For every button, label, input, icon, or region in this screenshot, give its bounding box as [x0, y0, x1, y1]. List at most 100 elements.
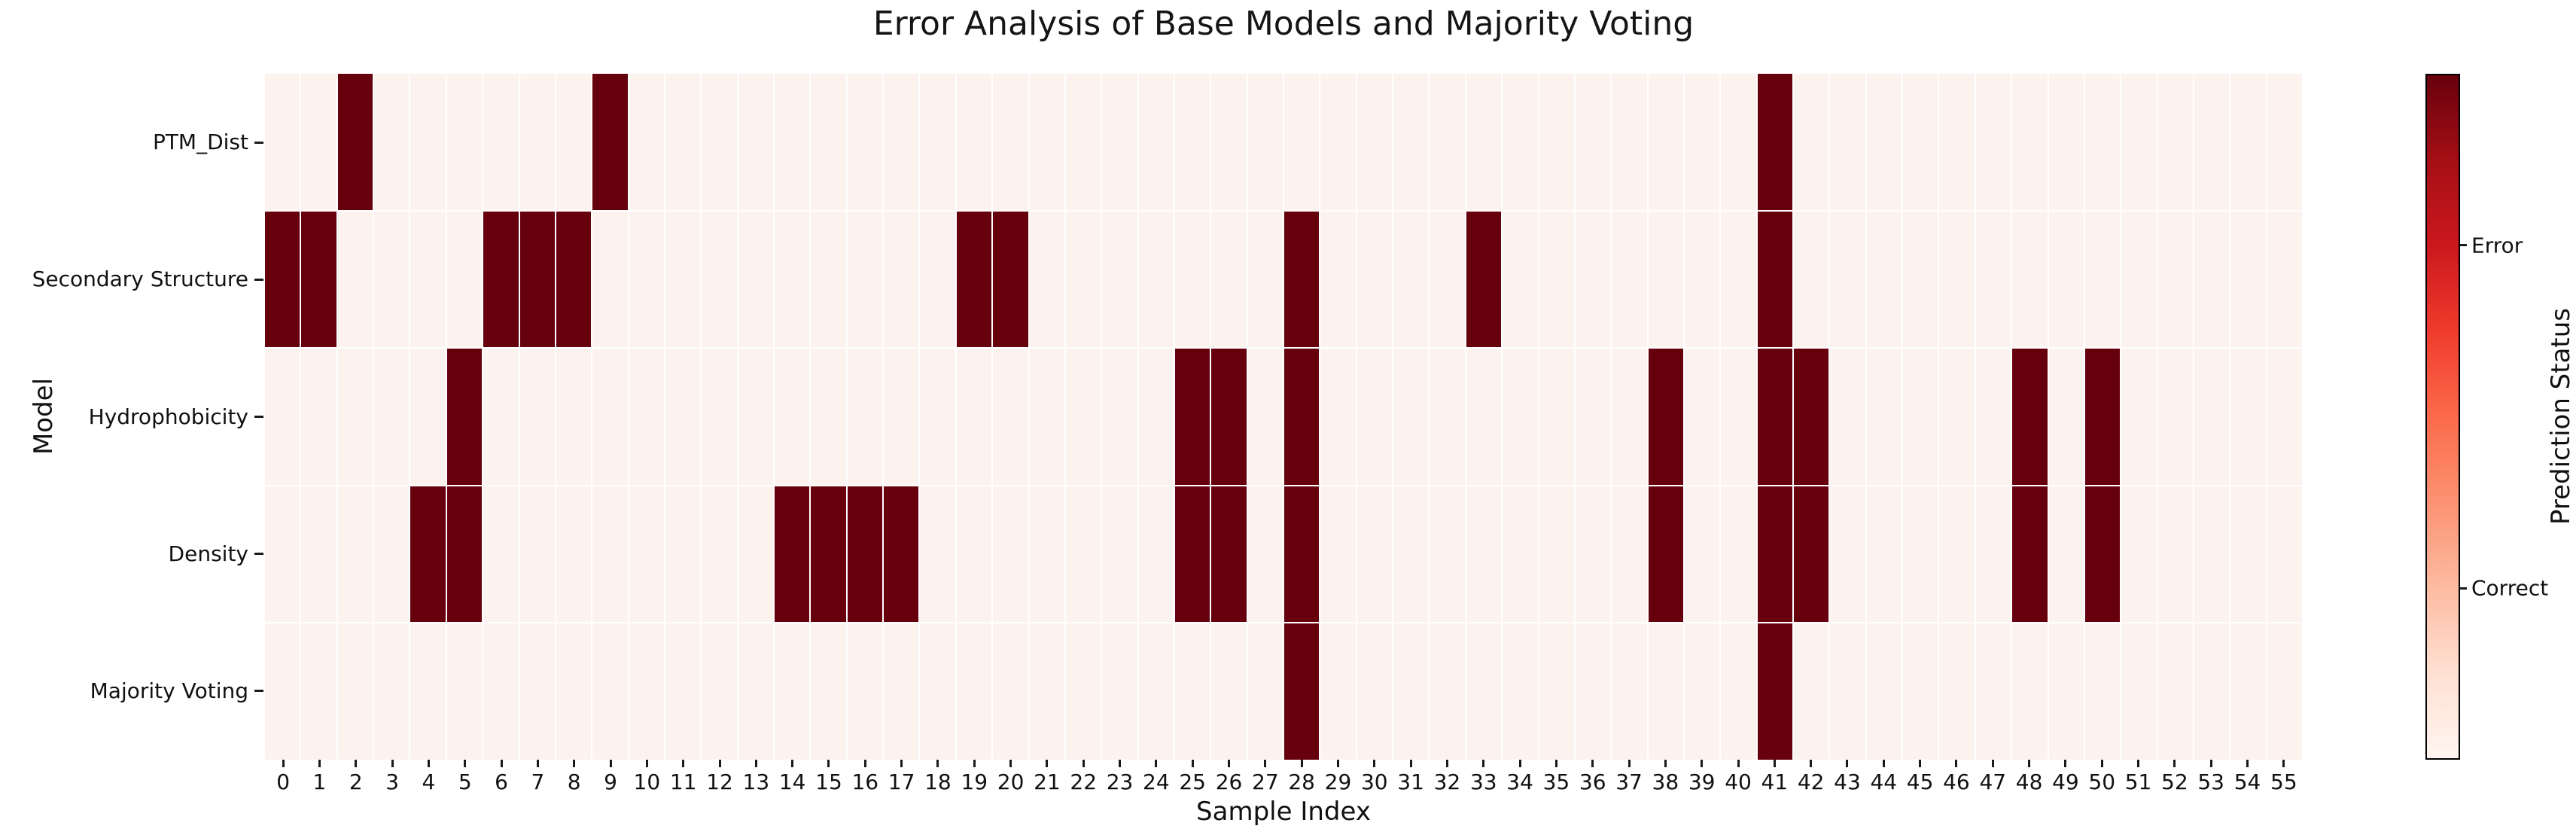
heatmap-cell	[1684, 74, 1720, 210]
heatmap-cell	[1102, 349, 1137, 485]
x-tick-label: 54	[2233, 769, 2261, 794]
x-tick-label: 21	[1034, 769, 1061, 794]
heatmap-cell	[1102, 74, 1137, 210]
heatmap-cell	[1866, 74, 1902, 210]
heatmap-cell	[410, 211, 446, 348]
heatmap-cell	[1247, 349, 1283, 485]
heatmap-cell	[1029, 486, 1064, 623]
x-tick-label: 0	[276, 769, 291, 794]
heatmap-cell	[1138, 623, 1174, 760]
heatmap-cell	[629, 74, 664, 210]
heatmap-cell	[1393, 349, 1429, 485]
colorbar-axis-label: Prediction Status	[2546, 307, 2576, 526]
heatmap-cell	[847, 74, 883, 210]
heatmap-cell	[1430, 486, 1465, 623]
x-tick-label: 2	[349, 769, 363, 794]
x-tick-label: 11	[669, 769, 697, 794]
x-tick	[464, 760, 467, 767]
x-tick	[391, 760, 394, 767]
x-tick-label: 25	[1179, 769, 1206, 794]
heatmap-cell	[702, 486, 737, 623]
heatmap-cell	[374, 623, 410, 760]
x-tick-label: 29	[1324, 769, 1352, 794]
heatmap-cell	[374, 486, 410, 623]
heatmap-cell	[1393, 211, 1429, 348]
heatmap-cell	[775, 211, 810, 348]
heatmap-cell	[1393, 486, 1429, 623]
heatmap-cell	[629, 211, 664, 348]
heatmap-cell	[629, 486, 664, 623]
heatmap-cell	[1466, 211, 1502, 348]
heatmap-cell	[1211, 623, 1247, 760]
heatmap-cell	[2012, 211, 2048, 348]
heatmap-cell	[2012, 74, 2048, 210]
heatmap-cell	[1648, 211, 1683, 348]
heatmap-cell	[519, 623, 555, 760]
heatmap-cell	[1903, 623, 1938, 760]
heatmap-cell	[920, 74, 955, 210]
heatmap-cell	[301, 486, 336, 623]
heatmap-cell	[1866, 486, 1902, 623]
heatmap-cell	[1247, 486, 1283, 623]
heatmap-cell	[337, 211, 373, 348]
x-tick-label: 47	[1979, 769, 2007, 794]
heatmap-cell	[446, 211, 483, 348]
heatmap-cell	[811, 486, 846, 623]
heatmap-cell	[265, 623, 300, 760]
x-tick	[1300, 760, 1303, 767]
heatmap-cell	[2230, 486, 2266, 623]
heatmap-cell	[1794, 486, 1829, 623]
heatmap-cell	[1211, 211, 1247, 348]
heatmap-cell	[1612, 349, 1647, 485]
heatmap-cell	[2157, 211, 2193, 348]
heatmap	[265, 74, 2302, 760]
x-tick-label: 30	[1360, 769, 1388, 794]
heatmap-cell	[993, 623, 1028, 760]
heatmap-cell	[2121, 74, 2157, 210]
x-tick-label: 3	[385, 769, 400, 794]
colorbar-tick-label: Correct	[2471, 575, 2549, 601]
heatmap-cell	[1320, 349, 1356, 485]
heatmap-cell	[483, 211, 519, 348]
heatmap-cell	[2230, 623, 2266, 760]
heatmap-cell	[1612, 623, 1647, 760]
heatmap-cell	[2048, 349, 2084, 485]
heatmap-cell	[956, 623, 992, 760]
heatmap-cell	[629, 349, 664, 485]
heatmap-cell	[1721, 349, 1756, 485]
heatmap-cell	[519, 349, 555, 485]
heatmap-cell	[993, 74, 1028, 210]
heatmap-cell	[1939, 486, 1975, 623]
chart-title: Error Analysis of Base Models and Majori…	[872, 5, 1694, 43]
heatmap-cell	[1284, 349, 1320, 485]
heatmap-cell	[1830, 623, 1865, 760]
x-tick-label: 17	[888, 769, 915, 794]
x-tick	[1373, 760, 1376, 767]
x-tick	[1046, 760, 1049, 767]
y-tick-label: Hydrophobicity	[88, 404, 248, 429]
heatmap-cell	[1975, 74, 2011, 210]
x-tick-label: 6	[495, 769, 508, 794]
heatmap-cell	[884, 349, 919, 485]
heatmap-cell	[1138, 349, 1174, 485]
x-tick-label: 31	[1397, 769, 1424, 794]
heatmap-cell	[847, 486, 883, 623]
heatmap-cell	[483, 349, 519, 485]
x-tick	[718, 760, 721, 767]
heatmap-cell	[446, 623, 483, 760]
heatmap-cell	[1284, 74, 1320, 210]
heatmap-cell	[847, 349, 883, 485]
heatmap-cell	[993, 486, 1028, 623]
heatmap-cell	[2084, 211, 2121, 348]
heatmap-cell	[1939, 74, 1975, 210]
heatmap-cell	[1648, 349, 1683, 485]
heatmap-cell	[1430, 623, 1465, 760]
heatmap-cell	[301, 349, 336, 485]
heatmap-cell	[775, 74, 810, 210]
heatmap-cell	[1539, 349, 1574, 485]
heatmap-cell	[1065, 623, 1101, 760]
x-tick-label: 52	[2161, 769, 2188, 794]
heatmap-cell	[483, 74, 519, 210]
heatmap-cell	[592, 349, 628, 485]
heatmap-cell	[665, 623, 701, 760]
